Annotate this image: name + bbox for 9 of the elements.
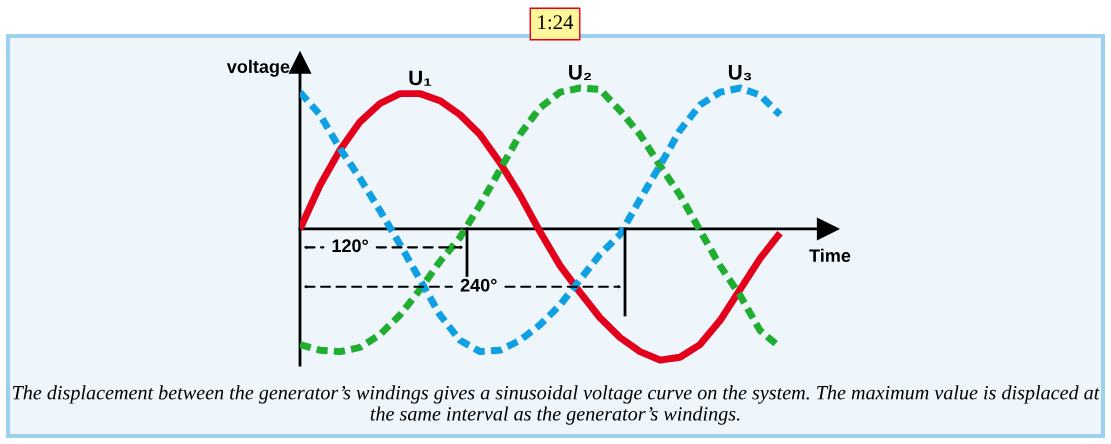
annotation: 240° [460,278,497,292]
series-label: U₃ [728,65,752,81]
x-axis-title: Time [809,248,851,262]
series-label: U₂ [569,65,592,81]
text: The displacement between the generator’s windings gives a sinusoidal voltage curve on the system. The maximum value is displaced at the same interval as the generator’s windings. [12,385,1100,425]
series-label: U₁ [409,70,432,86]
annotation: 120° [332,239,368,253]
y-axis-title: voltage [226,59,290,77]
chart-title: 1:24 [538,15,574,30]
